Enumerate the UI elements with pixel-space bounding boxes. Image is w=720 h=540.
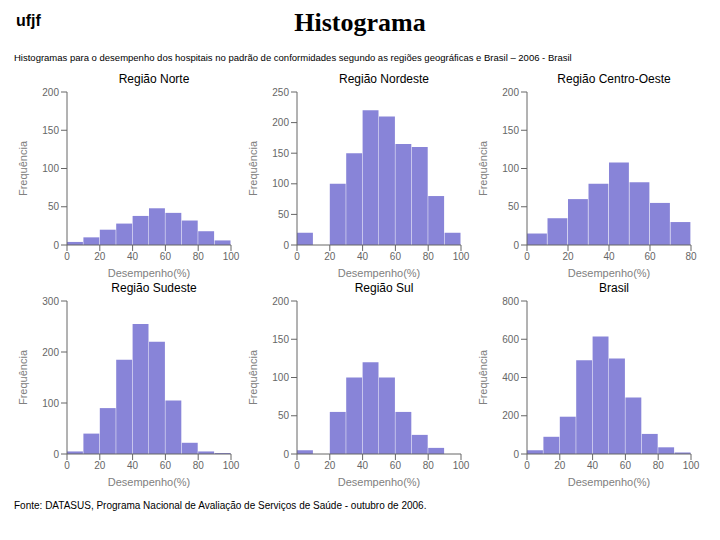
svg-text:Frequência: Frequência <box>17 349 29 405</box>
svg-text:0: 0 <box>294 251 300 262</box>
svg-text:0: 0 <box>513 449 519 460</box>
html-text:Região Centro-Oeste: Região Centro-Oeste <box>557 72 671 86</box>
svg-text:100: 100 <box>272 372 289 383</box>
svg-text:60: 60 <box>390 251 402 262</box>
svg-text:800: 800 <box>502 296 519 307</box>
svg-text:Frequência: Frequência <box>247 349 259 405</box>
svg-text:80: 80 <box>193 460 205 471</box>
svg-text:0: 0 <box>294 460 300 471</box>
svg-text:0: 0 <box>53 449 59 460</box>
svg-text:0: 0 <box>524 460 530 471</box>
svg-text:Desempenho(%): Desempenho(%) <box>338 267 421 279</box>
svg-text:Frequência: Frequência <box>247 140 259 196</box>
svg-text:50: 50 <box>278 410 290 421</box>
svg-text:60: 60 <box>390 460 402 471</box>
svg-text:200: 200 <box>502 87 519 98</box>
html-text:Região Nordeste: Região Nordeste <box>339 72 429 86</box>
svg-text:250: 250 <box>272 87 289 98</box>
svg-text:150: 150 <box>272 334 289 345</box>
svg-text:150: 150 <box>42 125 59 136</box>
svg-text:150: 150 <box>272 148 289 159</box>
svg-text:80: 80 <box>685 251 697 262</box>
svg-text:20: 20 <box>94 251 106 262</box>
svg-text:Desempenho(%): Desempenho(%) <box>568 267 651 279</box>
svg-text:Desempenho(%): Desempenho(%) <box>108 267 191 279</box>
svg-text:100: 100 <box>272 178 289 189</box>
svg-text:Frequência: Frequência <box>477 349 489 405</box>
svg-text:200: 200 <box>42 87 59 98</box>
html-text:ufjf: ufjf <box>16 12 41 29</box>
html-text:Região Sul: Região Sul <box>354 281 414 295</box>
svg-text:200: 200 <box>502 410 519 421</box>
svg-text:100: 100 <box>223 460 240 471</box>
svg-text:0: 0 <box>64 460 70 471</box>
svg-text:0: 0 <box>513 240 519 251</box>
svg-text:Desempenho(%): Desempenho(%) <box>108 476 191 488</box>
svg-text:200: 200 <box>42 347 59 358</box>
svg-text:Frequência: Frequência <box>17 140 29 196</box>
svg-text:20: 20 <box>324 251 336 262</box>
svg-text:40: 40 <box>127 251 139 262</box>
svg-text:150: 150 <box>502 125 519 136</box>
svg-text:20: 20 <box>324 460 336 471</box>
svg-text:40: 40 <box>587 460 599 471</box>
svg-text:600: 600 <box>502 334 519 345</box>
svg-text:40: 40 <box>127 460 139 471</box>
html-text:Região Sudeste: Região Sudeste <box>111 281 197 295</box>
svg-text:Desempenho(%): Desempenho(%) <box>338 476 421 488</box>
svg-text:0: 0 <box>524 251 530 262</box>
svg-text:20: 20 <box>562 251 574 262</box>
svg-text:60: 60 <box>620 460 632 471</box>
svg-text:300: 300 <box>42 296 59 307</box>
html-text:Brasil: Brasil <box>599 281 629 295</box>
svg-text:60: 60 <box>160 251 172 262</box>
svg-text:100: 100 <box>502 163 519 174</box>
svg-text:Desempenho(%): Desempenho(%) <box>568 476 651 488</box>
svg-text:200: 200 <box>272 117 289 128</box>
svg-text:40: 40 <box>357 251 369 262</box>
svg-text:60: 60 <box>160 460 172 471</box>
svg-text:80: 80 <box>423 251 435 262</box>
svg-text:0: 0 <box>283 449 289 460</box>
svg-text:80: 80 <box>423 460 435 471</box>
svg-text:60: 60 <box>644 251 656 262</box>
svg-text:40: 40 <box>357 460 369 471</box>
svg-text:40: 40 <box>603 251 615 262</box>
html-text:Fonte: DATASUS, Programa Nacio: Fonte: DATASUS, Programa Nacional de Ava… <box>14 500 427 511</box>
svg-text:50: 50 <box>48 201 60 212</box>
svg-text:50: 50 <box>278 209 290 220</box>
svg-text:200: 200 <box>272 296 289 307</box>
svg-text:100: 100 <box>453 251 470 262</box>
svg-text:400: 400 <box>502 372 519 383</box>
svg-text:0: 0 <box>53 240 59 251</box>
svg-text:20: 20 <box>94 460 106 471</box>
svg-text:80: 80 <box>193 251 205 262</box>
svg-text:80: 80 <box>653 460 665 471</box>
html-text:Histogramas para o desempenho: Histogramas para o desempenho dos hospit… <box>14 52 572 63</box>
svg-text:100: 100 <box>223 251 240 262</box>
html-text:Histograma: Histograma <box>294 8 426 37</box>
svg-text:Frequência: Frequência <box>477 140 489 196</box>
svg-text:100: 100 <box>453 460 470 471</box>
html-text:Região Norte: Região Norte <box>118 72 190 86</box>
svg-text:100: 100 <box>683 460 700 471</box>
svg-text:20: 20 <box>554 460 566 471</box>
svg-text:50: 50 <box>508 201 520 212</box>
svg-text:100: 100 <box>42 398 59 409</box>
svg-text:0: 0 <box>64 251 70 262</box>
svg-text:0: 0 <box>283 240 289 251</box>
svg-text:100: 100 <box>42 163 59 174</box>
